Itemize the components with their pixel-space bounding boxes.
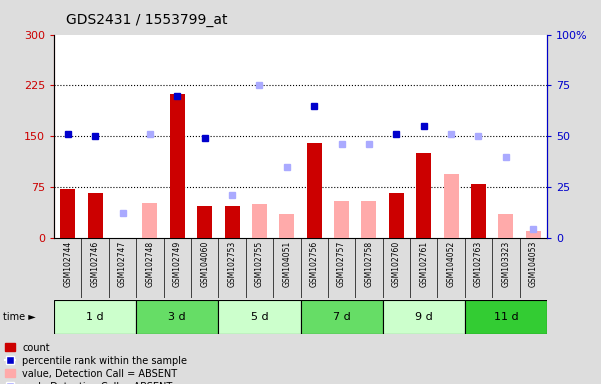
- Text: 3 d: 3 d: [168, 312, 186, 322]
- Text: GSM102746: GSM102746: [91, 241, 100, 287]
- Bar: [279, 214, 294, 238]
- Text: GSM104052: GSM104052: [447, 241, 456, 287]
- Text: time ►: time ►: [3, 312, 35, 322]
- FancyBboxPatch shape: [383, 300, 465, 334]
- Text: GSM102763: GSM102763: [474, 241, 483, 287]
- Text: 1 d: 1 d: [87, 312, 104, 322]
- Text: GSM102747: GSM102747: [118, 241, 127, 287]
- Text: GSM104060: GSM104060: [200, 241, 209, 288]
- Text: 11 d: 11 d: [493, 312, 518, 322]
- FancyBboxPatch shape: [54, 300, 136, 334]
- Bar: [471, 184, 486, 238]
- Text: 7 d: 7 d: [333, 312, 350, 322]
- Text: 5 d: 5 d: [251, 312, 268, 322]
- Bar: [307, 143, 322, 238]
- Bar: [252, 204, 267, 238]
- Text: GSM102760: GSM102760: [392, 241, 401, 287]
- Bar: [169, 94, 185, 238]
- Text: GSM102748: GSM102748: [145, 241, 154, 287]
- Text: GSM102757: GSM102757: [337, 241, 346, 287]
- Bar: [60, 189, 75, 238]
- FancyBboxPatch shape: [300, 300, 383, 334]
- Text: GSM104051: GSM104051: [282, 241, 291, 287]
- Bar: [142, 203, 157, 238]
- Bar: [526, 231, 541, 238]
- Bar: [361, 201, 376, 238]
- Text: GSM102755: GSM102755: [255, 241, 264, 287]
- Bar: [416, 153, 432, 238]
- Text: GSM102744: GSM102744: [63, 241, 72, 287]
- FancyBboxPatch shape: [218, 300, 300, 334]
- Text: GSM102753: GSM102753: [228, 241, 237, 287]
- Text: GSM102758: GSM102758: [364, 241, 373, 287]
- Text: 9 d: 9 d: [415, 312, 433, 322]
- Bar: [389, 193, 404, 238]
- Bar: [88, 193, 103, 238]
- FancyBboxPatch shape: [465, 300, 547, 334]
- Legend: count, percentile rank within the sample, value, Detection Call = ABSENT, rank, : count, percentile rank within the sample…: [5, 343, 188, 384]
- Bar: [498, 214, 513, 238]
- Text: GSM102749: GSM102749: [173, 241, 182, 287]
- Bar: [225, 206, 240, 238]
- Text: GSM104053: GSM104053: [529, 241, 538, 288]
- Bar: [444, 174, 459, 238]
- Text: GSM103323: GSM103323: [501, 241, 510, 287]
- Bar: [197, 206, 212, 238]
- Bar: [334, 201, 349, 238]
- Text: GDS2431 / 1553799_at: GDS2431 / 1553799_at: [66, 13, 228, 27]
- Text: GSM102761: GSM102761: [419, 241, 428, 287]
- Text: GSM102756: GSM102756: [310, 241, 319, 287]
- FancyBboxPatch shape: [136, 300, 218, 334]
